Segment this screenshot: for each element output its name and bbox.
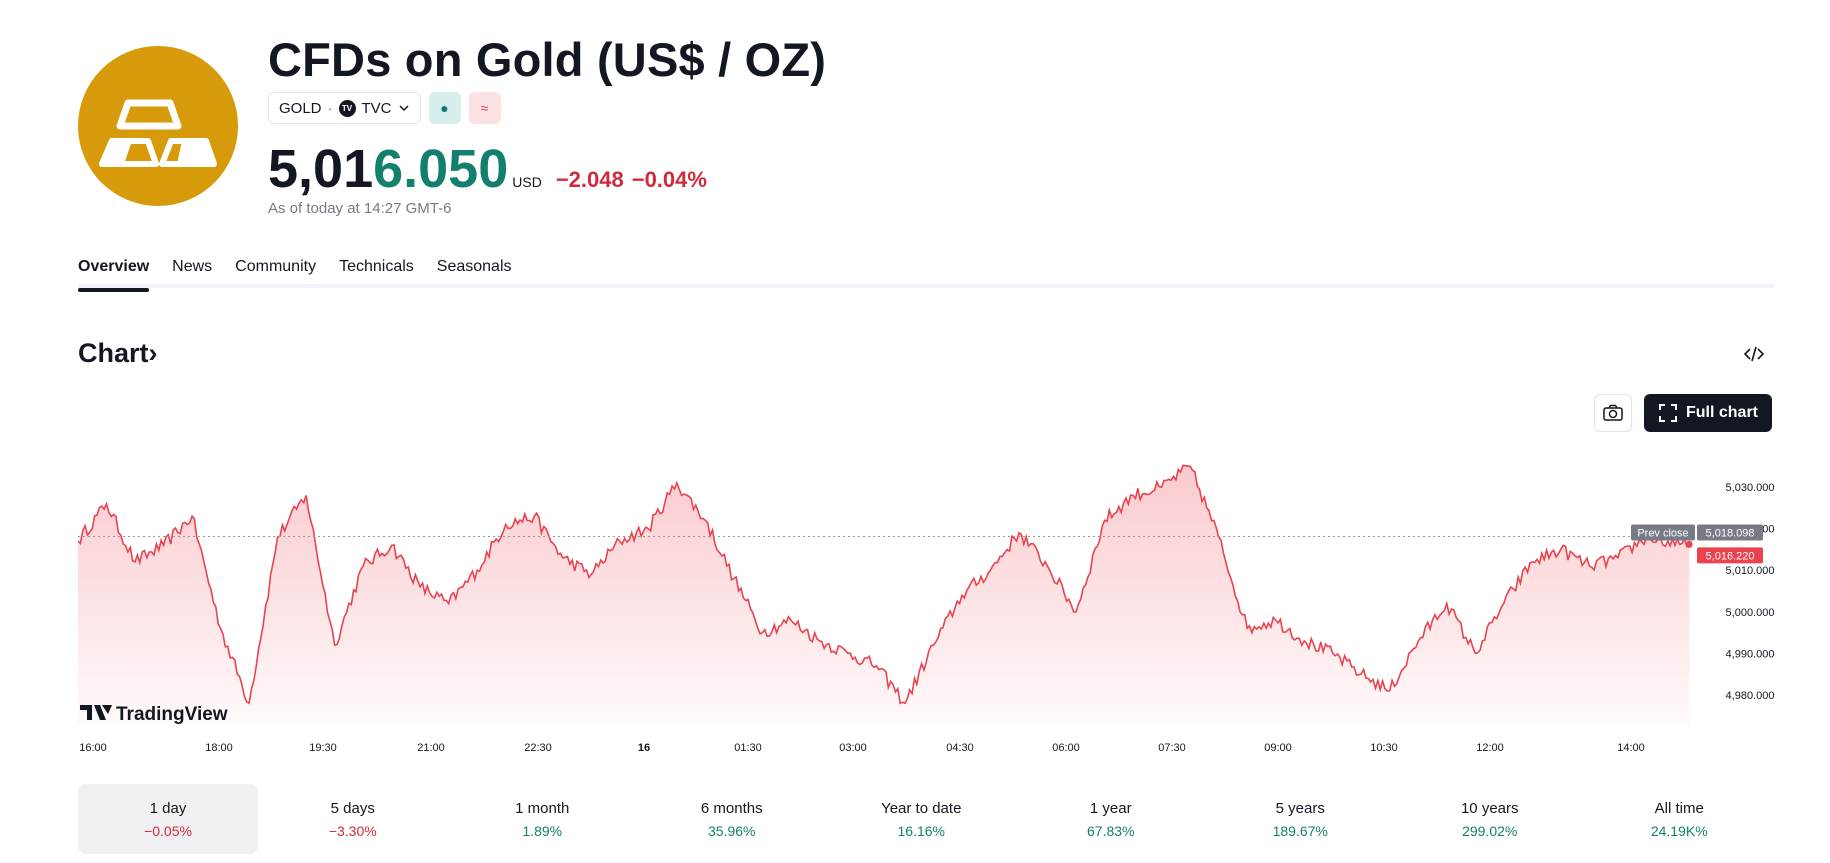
- period-3[interactable]: 6 months 35.96%: [637, 784, 827, 854]
- period-change: 67.83%: [1087, 822, 1135, 839]
- market-open-status[interactable]: ●: [428, 92, 461, 124]
- period-label: 1 year: [1089, 799, 1132, 817]
- prev-close-tag: Prev close: [1637, 528, 1688, 540]
- symbol-label: GOLD: [279, 99, 322, 117]
- period-label: 1 month: [515, 799, 570, 817]
- price-highlight: 6.050: [373, 139, 509, 199]
- period-change: 35.96%: [708, 822, 756, 839]
- x-tick-label: 07:30: [1158, 742, 1186, 754]
- x-tick-label: 04:30: [946, 742, 974, 754]
- x-tick-label: 12:00: [1476, 742, 1504, 754]
- y-tick-label: 4,990.000: [1726, 648, 1774, 660]
- x-tick-label: 14:00: [1617, 742, 1645, 754]
- period-change: −0.05%: [144, 822, 192, 839]
- page-title: CFDs on Gold (US$ / OZ): [268, 33, 827, 86]
- period-label: 1 day: [149, 799, 187, 817]
- period-label: 6 months: [700, 799, 763, 817]
- y-tick-label: 5,000.000: [1726, 607, 1774, 619]
- symbol-chips: GOLD · TV TVC ● ≈: [268, 92, 501, 124]
- prev-close-value-tag: 5,018.098: [1706, 528, 1755, 540]
- period-6[interactable]: 5 years 189.67%: [1206, 784, 1396, 854]
- period-8[interactable]: All time 24.19K%: [1585, 784, 1775, 854]
- gold-bars-icon: [99, 99, 217, 167]
- full-chart-button[interactable]: Full chart: [1644, 394, 1772, 432]
- period-1[interactable]: 5 days −3.30%: [258, 784, 448, 854]
- x-tick-label: 16: [638, 742, 650, 754]
- period-change: 16.16%: [897, 822, 945, 839]
- price-change-pct: −0.04%: [631, 167, 707, 192]
- tab-community[interactable]: Community: [235, 258, 317, 275]
- tab-seasonals[interactable]: Seasonals: [436, 258, 512, 275]
- prev-close-tag-bg: [1631, 524, 1695, 541]
- fullscreen-icon: [1658, 404, 1677, 422]
- period-change: −3.30%: [328, 822, 377, 839]
- separator: ·: [327, 99, 333, 117]
- tradingview-logo-icon: [80, 705, 112, 720]
- price-change-abs: −2.048: [555, 167, 624, 192]
- camera-icon: [1603, 404, 1623, 421]
- price-area-fill: [78, 465, 1690, 724]
- period-0[interactable]: 1 day −0.05%: [78, 784, 258, 854]
- x-tick-label: 22:30: [524, 742, 552, 754]
- price-prefix: 5,01: [268, 139, 374, 199]
- period-5[interactable]: 1 year 67.83%: [1016, 784, 1206, 854]
- tab-technicals[interactable]: Technicals: [339, 258, 414, 275]
- period-4[interactable]: Year to date 16.16%: [827, 784, 1017, 854]
- period-label: 5 days: [330, 799, 375, 817]
- tradingview-badge-icon: TV: [338, 99, 356, 117]
- price-currency: USD: [512, 174, 542, 190]
- chart-heading-label: Chart: [78, 338, 149, 368]
- price-row: 5,01 6.050 USD −2.048 −0.04%: [268, 138, 715, 200]
- chevron-right-icon: ›: [148, 338, 158, 368]
- tradingview-watermark-text: TradingView: [116, 704, 228, 725]
- period-change: 24.19K%: [1650, 822, 1708, 839]
- last-price-tag: 5,016.220: [1706, 550, 1755, 562]
- snapshot-button[interactable]: [1594, 394, 1632, 432]
- x-tick-label: 01:30: [734, 742, 762, 754]
- delayed-data-status[interactable]: ≈: [468, 92, 501, 124]
- price-line: [78, 464, 1690, 705]
- period-label: 5 years: [1275, 799, 1325, 817]
- y-tick-label: 5,010.000: [1726, 565, 1774, 577]
- full-chart-label: Full chart: [1685, 404, 1758, 421]
- x-tick-label: 19:30: [309, 742, 337, 754]
- price-chart[interactable]: 5,030.0005,020.0005,010.0005,000.0004,99…: [78, 448, 1774, 764]
- period-change: 189.67%: [1272, 822, 1328, 839]
- x-tick-label: 16:00: [79, 742, 107, 754]
- x-tick-label: 06:00: [1052, 742, 1080, 754]
- x-tick-label: 21:00: [417, 742, 445, 754]
- chart-heading-link[interactable]: Chart›: [78, 338, 158, 369]
- y-tick-label: 5,030.000: [1726, 482, 1774, 494]
- period-change: 299.02%: [1462, 822, 1518, 839]
- period-change: 1.89%: [522, 822, 563, 839]
- period-label: All time: [1654, 799, 1704, 817]
- period-2[interactable]: 1 month 1.89%: [448, 784, 638, 854]
- performance-periods: 1 day −0.05% 5 days −3.30% 1 month 1.89% 6 mon…: [78, 784, 1774, 854]
- x-tick-label: 09:00: [1264, 742, 1292, 754]
- exchange-label: TVC: [361, 99, 392, 117]
- tab-overview[interactable]: Overview: [78, 258, 150, 292]
- last-price-marker: [1685, 540, 1693, 548]
- chevron-down-icon: [398, 105, 409, 112]
- x-tick-label: 18:00: [205, 742, 233, 754]
- prev-close-value-tag-bg: [1697, 524, 1763, 541]
- period-7[interactable]: 10 years 299.02%: [1395, 784, 1585, 854]
- last-price-tag-bg: [1697, 547, 1763, 564]
- gold-logo: [78, 46, 238, 206]
- period-label: 10 years: [1460, 799, 1519, 817]
- x-tick-label: 10:30: [1370, 742, 1398, 754]
- as-of-timestamp: As of today at 14:27 GMT-6: [268, 200, 452, 217]
- tab-bar: Overview News Community Technicals Seaso…: [78, 258, 1774, 292]
- tradingview-watermark[interactable]: TradingView: [80, 704, 228, 725]
- tab-news[interactable]: News: [172, 258, 213, 275]
- symbol-exchange-dropdown[interactable]: GOLD · TV TVC: [268, 92, 421, 124]
- x-tick-label: 03:00: [839, 742, 867, 754]
- y-tick-label: 4,980.000: [1726, 690, 1774, 702]
- period-label: Year to date: [881, 799, 962, 817]
- embed-code-icon[interactable]: [1740, 340, 1768, 368]
